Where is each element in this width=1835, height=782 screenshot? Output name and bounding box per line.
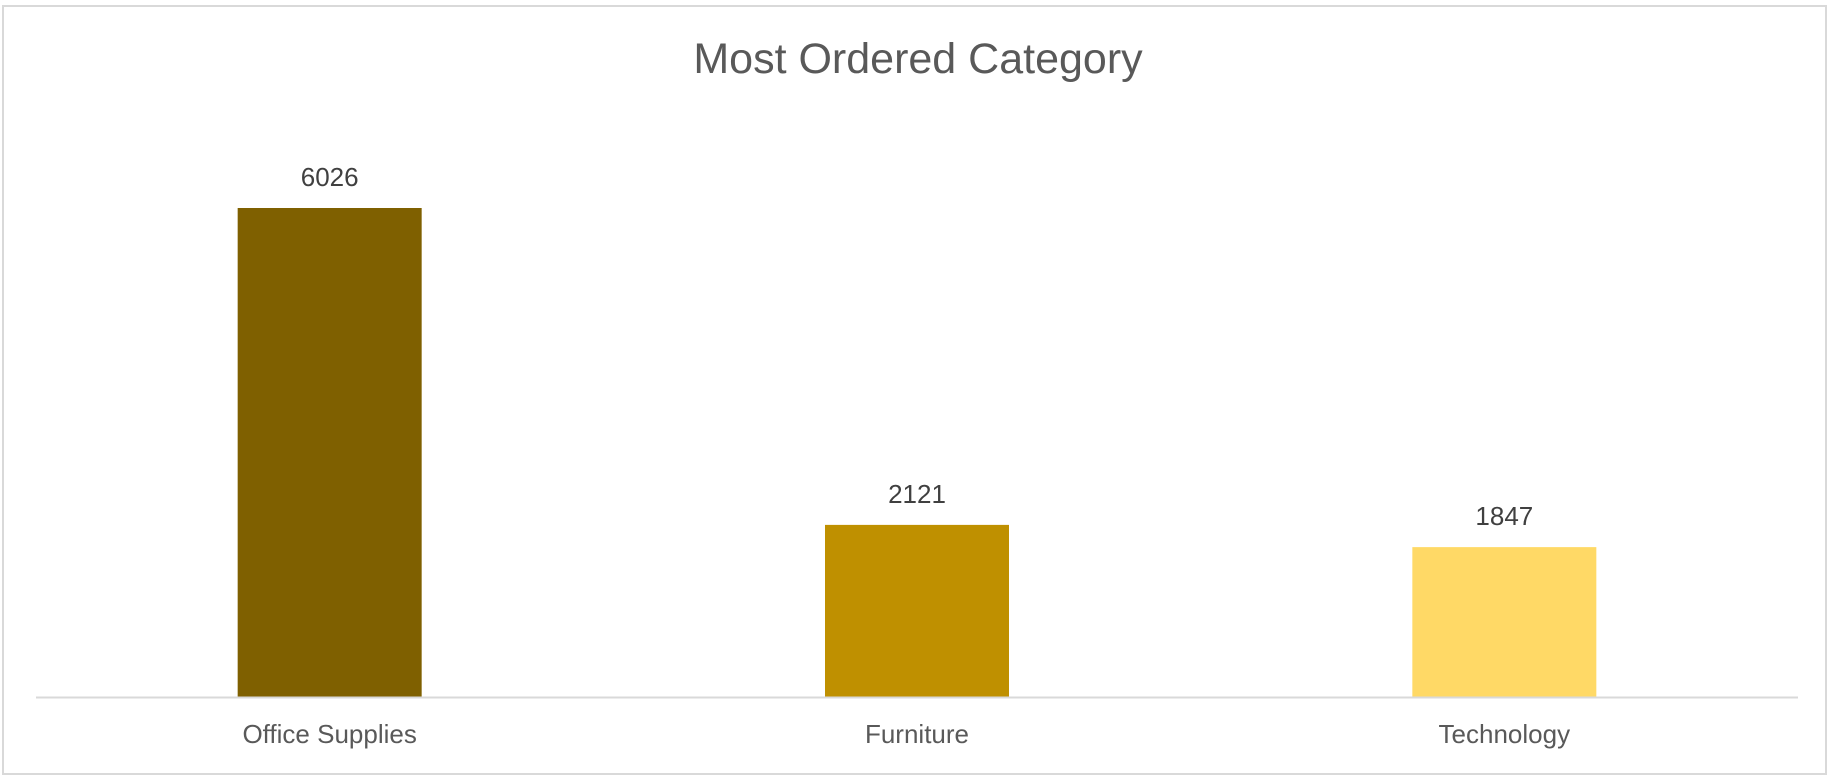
x-tick-label-technology: Technology xyxy=(1439,719,1571,749)
labels-layer: 6026 Office Supplies 2121 Furniture 1847 Tech… xyxy=(242,162,1570,749)
data-label-furniture: 2121 xyxy=(888,479,946,509)
data-label-technology: 1847 xyxy=(1475,501,1533,531)
bar-technology xyxy=(1412,547,1597,697)
bars-layer xyxy=(237,208,1597,697)
chart-title: Most Ordered Category xyxy=(693,35,1143,83)
bar-office-supplies xyxy=(237,208,422,697)
x-tick-label-office-supplies: Office Supplies xyxy=(242,719,416,749)
bar-furniture xyxy=(825,524,1009,697)
data-label-office-supplies: 6026 xyxy=(301,162,359,192)
x-tick-label-furniture: Furniture xyxy=(865,719,969,749)
